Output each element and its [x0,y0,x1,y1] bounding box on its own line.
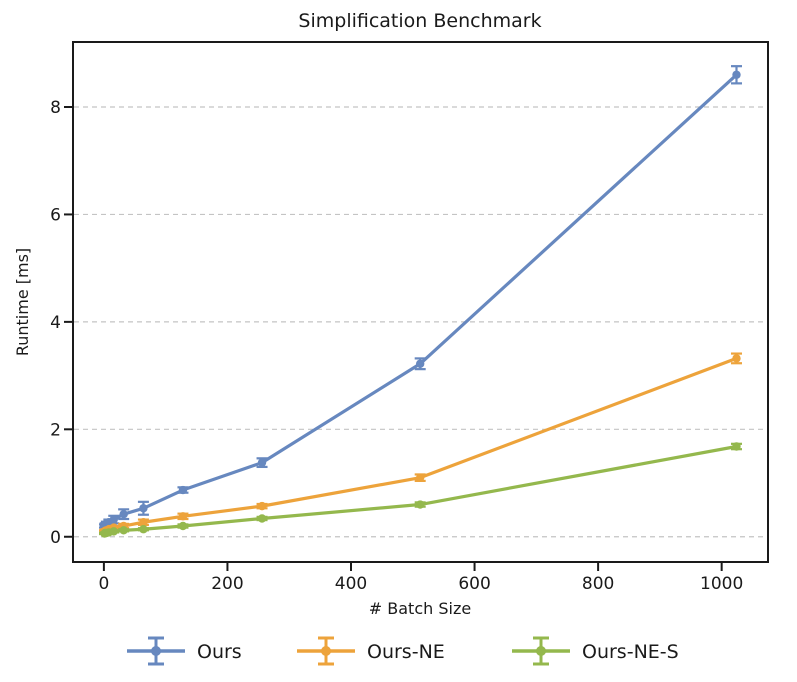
grid-layer [74,106,767,538]
axes-layer [72,41,769,563]
plot-border [72,41,769,563]
x-tick-label: 200 [211,574,243,594]
data-point [119,526,128,535]
data-point [109,527,118,536]
legend-label: Ours-NE [367,641,445,663]
y-tick-label: 0 [50,528,61,548]
legend-marker [151,646,161,656]
data-point [139,504,148,513]
data-point [732,70,741,79]
data-point [178,521,188,531]
x-tick-label: 0 [98,574,109,594]
data-point [732,354,741,363]
y-tick-label: 6 [50,205,61,225]
chart-title: Simplification Benchmark [298,10,541,32]
legend-label: Ours [197,641,242,663]
data-point [415,359,425,368]
data-point [415,473,425,482]
ticks-layer: 0 200 400 600 800 1000 0 2 4 6 8 [50,98,743,594]
x-tick-label: 800 [582,574,614,594]
data-point [139,518,148,527]
data-point [178,512,188,521]
y-tick-label: 4 [50,313,61,333]
data-point [178,485,188,495]
y-axis-label: Runtime [ms] [13,248,32,356]
legend-marker [321,646,331,656]
legend-item-ours: Ours [127,636,242,666]
y-tick-label: 2 [50,420,61,440]
data-point [139,525,148,534]
series-line-ours-ne-s [102,444,739,536]
x-axis-label: # Batch Size [369,599,471,618]
data-point [732,442,741,451]
x-tick-label: 400 [335,574,367,594]
y-tick-label: 8 [50,98,61,118]
legend-item-ours-ne: Ours-NE [297,636,445,666]
data-point [415,500,425,509]
data-point [109,515,118,524]
series-layer [99,65,742,538]
legend-item-ours-ne-s: Ours-NE-S [512,636,679,666]
data-point [119,509,128,519]
series-line-ours [102,73,739,528]
data-point [257,501,267,511]
data-point [257,514,267,523]
x-tick-label: 600 [458,574,490,594]
legend-label: Ours-NE-S [582,641,679,663]
data-point [257,458,267,467]
legend-marker [536,646,546,656]
legend: Ours Ours-NE Ours-NE-S [127,636,679,666]
x-tick-label: 1000 [700,574,743,594]
